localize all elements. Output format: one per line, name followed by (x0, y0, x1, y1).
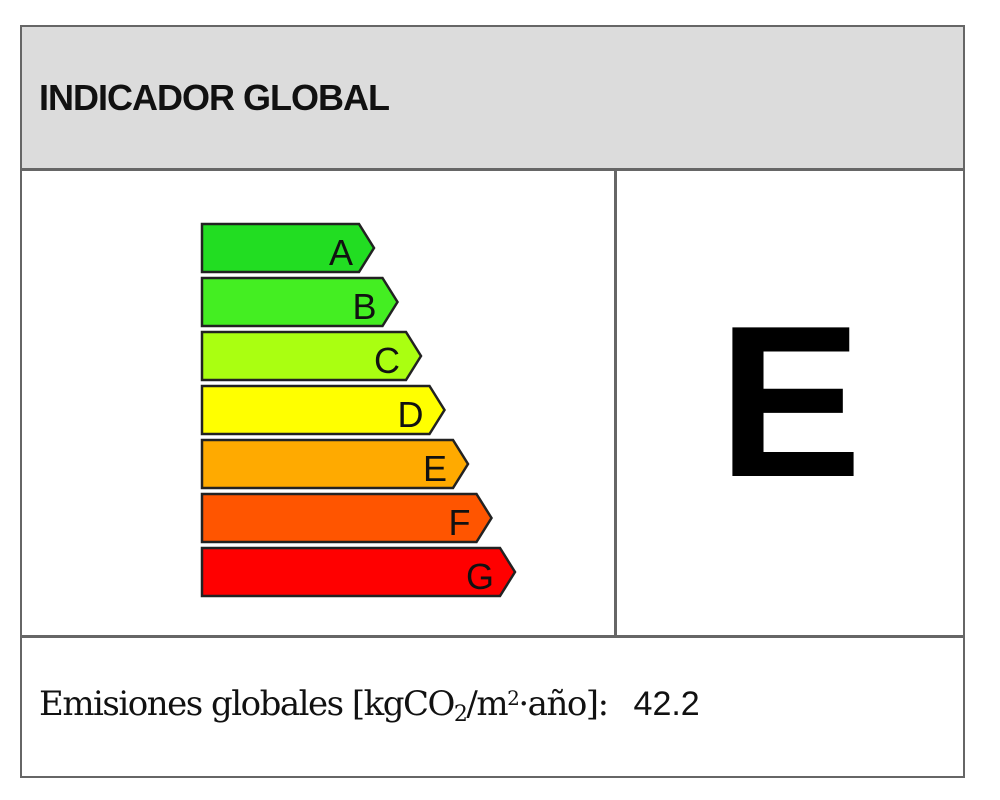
rating-bar-c: C (200, 330, 423, 382)
rating-bar-letter: E (423, 448, 447, 489)
rating-bar-letter: D (398, 394, 424, 435)
rating-letter: E (717, 280, 863, 522)
rating-result: E (617, 171, 963, 635)
emissions-unit-end: ·año]: (518, 684, 609, 724)
rating-bar-e: E (200, 438, 470, 490)
emissions-label: Emisiones globales [kgCO2/m2·año]: 42.2 (39, 684, 700, 727)
rating-bar-d: D (200, 384, 446, 436)
rating-bar-b: B (200, 276, 399, 328)
header: INDICADOR GLOBAL (22, 27, 963, 171)
emissions-sup: 2 (507, 686, 520, 710)
header-title: INDICADOR GLOBAL (39, 77, 390, 118)
rating-bar-shape (200, 276, 399, 328)
rating-bar-letter: C (374, 340, 400, 381)
rating-bar-shape (200, 330, 423, 382)
rating-bar-shape (200, 222, 376, 274)
rating-bar-shape (200, 492, 493, 544)
emissions-row: Emisiones globales [kgCO2/m2·año]: 42.2 (22, 635, 963, 779)
rating-bar-shape (200, 384, 446, 436)
rating-bar-g: G (200, 546, 517, 598)
rating-bar-letter: B (352, 286, 376, 327)
emissions-unit: /m (466, 684, 508, 724)
rating-bar-shape (200, 546, 517, 598)
emissions-sub: 2 (453, 702, 468, 727)
emissions-label-text: Emisiones globales [kgCO (39, 684, 455, 724)
rating-bar-letter: A (329, 232, 353, 273)
rating-bar-f: F (200, 492, 493, 544)
rating-bar-letter: G (466, 556, 494, 597)
rating-bar-a: A (200, 222, 376, 274)
rating-bar-shape (200, 438, 470, 490)
emissions-value: 42.2 (633, 685, 700, 723)
rating-bar-letter: F (449, 502, 471, 543)
